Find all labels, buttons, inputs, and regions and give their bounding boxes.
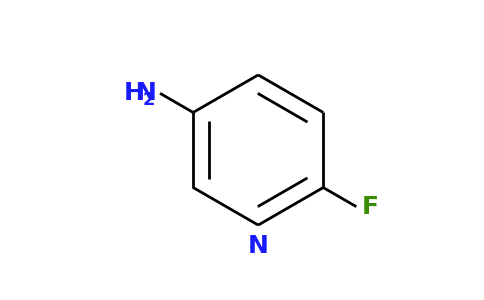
Text: N: N xyxy=(248,234,269,258)
Text: H: H xyxy=(124,81,145,105)
Text: 2: 2 xyxy=(143,91,155,109)
Text: N: N xyxy=(136,81,157,105)
Text: F: F xyxy=(362,195,378,219)
